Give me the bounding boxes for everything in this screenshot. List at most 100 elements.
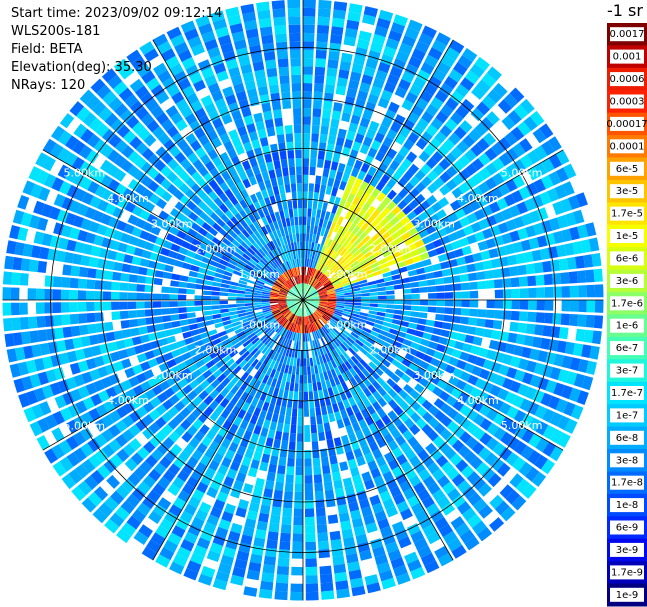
gate-cell — [328, 195, 336, 205]
gate-cell — [353, 353, 362, 362]
gate-cell — [335, 289, 344, 293]
gate-cell — [444, 152, 457, 165]
gate-cell — [488, 248, 499, 259]
gate-cell — [384, 167, 395, 178]
gate-cell — [560, 272, 570, 284]
gate-cell — [373, 475, 385, 487]
gate-cell — [346, 130, 356, 141]
gate-cell — [236, 550, 250, 562]
gate-cell — [287, 399, 293, 408]
gate-cell — [230, 487, 242, 499]
gate-cell — [325, 151, 333, 161]
gate-cell — [318, 253, 323, 262]
gate-cell — [462, 134, 476, 148]
gate-cell — [396, 454, 408, 466]
gate-cell — [549, 367, 561, 381]
gate-cell — [463, 225, 474, 236]
gate-cell — [318, 192, 325, 202]
gate-cell — [581, 375, 594, 391]
gate-cell — [455, 379, 467, 391]
gate-cell — [320, 363, 327, 373]
gate-cell — [329, 377, 336, 387]
gate-cell — [407, 112, 420, 124]
gate-cell — [372, 401, 382, 412]
gate-cell — [464, 149, 477, 162]
gate-cell — [533, 362, 545, 376]
gate-cell — [480, 250, 491, 261]
gate-cell — [243, 430, 253, 441]
gate-cell — [353, 342, 362, 350]
gate-cell — [382, 498, 395, 510]
gate-cell — [492, 172, 505, 186]
gate-cell — [386, 129, 398, 141]
gate-cell — [460, 282, 470, 291]
gate-cell — [531, 249, 542, 262]
gate-cell — [378, 162, 389, 174]
gate-cell — [331, 277, 339, 283]
gate-cell — [400, 344, 410, 353]
gate-cell — [319, 372, 325, 382]
gate-cell — [463, 450, 477, 464]
gate-cell — [340, 52, 353, 63]
gate-cell — [233, 479, 244, 491]
gate-cell — [424, 83, 438, 96]
gate-cell — [377, 241, 387, 250]
gate-cell — [304, 324, 307, 334]
gate-cell — [348, 334, 357, 342]
gate-cell — [491, 142, 505, 156]
gate-cell — [347, 273, 357, 280]
gate-cell — [318, 431, 326, 441]
gate-cell — [459, 316, 469, 325]
gate-cell — [353, 55, 366, 66]
gate-cell — [393, 405, 404, 416]
gate-cell — [223, 476, 235, 487]
gate-cell — [583, 329, 594, 343]
gate-cell — [246, 569, 260, 581]
gate-cell — [304, 283, 308, 292]
gate-cell — [372, 430, 383, 441]
gate-cell — [326, 239, 333, 248]
gate-cell — [557, 214, 569, 229]
gate-cell — [451, 439, 465, 452]
gate-cell — [490, 187, 503, 200]
gate-cell — [200, 529, 214, 542]
gate-cell — [342, 341, 351, 350]
gate-cell — [477, 240, 488, 251]
gate-cell — [299, 375, 303, 384]
gate-cell — [327, 259, 335, 268]
gate-cell — [310, 158, 317, 168]
gate-cell — [358, 279, 368, 285]
gate-cell — [387, 440, 399, 451]
gate-cell — [484, 394, 497, 407]
gate-cell — [321, 380, 327, 390]
gate-cell — [297, 349, 301, 359]
gate-cell — [316, 272, 323, 280]
gate-cell — [253, 407, 262, 417]
gate-cell — [316, 33, 329, 43]
gate-cell — [311, 374, 317, 383]
gate-cell — [408, 322, 418, 330]
gate-cell — [549, 217, 561, 231]
gate-cell — [343, 265, 352, 273]
gate-cell — [317, 201, 323, 210]
gate-cell — [517, 227, 529, 240]
gate-cell — [468, 317, 478, 326]
gate-cell — [303, 199, 308, 209]
gate-cell — [430, 357, 441, 367]
gate-cell — [440, 54, 456, 68]
gate-cell — [469, 456, 483, 470]
gate-cell — [313, 225, 318, 235]
gate-cell — [471, 172, 484, 185]
gate-cell — [377, 518, 390, 530]
gate-cell — [374, 510, 387, 522]
gate-cell — [431, 201, 443, 213]
gate-cell — [343, 36, 357, 47]
gate-cell — [328, 51, 340, 61]
gate-cell — [309, 166, 316, 176]
gate-cell — [304, 483, 313, 492]
gate-cell — [224, 503, 236, 515]
gate-cell — [361, 300, 370, 303]
gate-cell — [304, 316, 306, 325]
gate-cell — [323, 422, 331, 432]
gate-cell — [465, 163, 478, 176]
